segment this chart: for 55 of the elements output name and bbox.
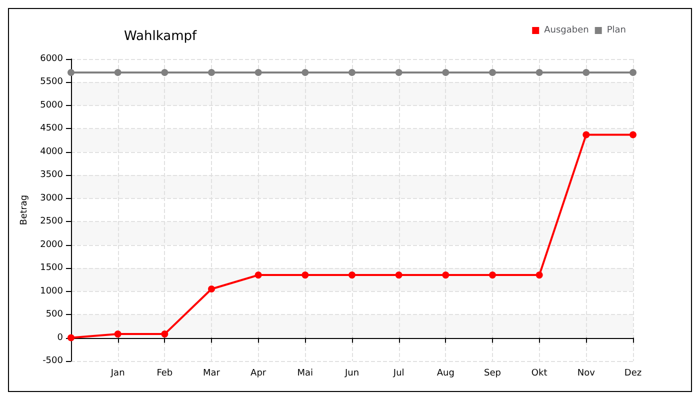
point bbox=[395, 68, 402, 76]
point bbox=[489, 68, 496, 76]
point bbox=[348, 68, 356, 76]
point bbox=[348, 272, 356, 279]
y-tick-label: 1000 bbox=[40, 286, 64, 296]
legend-label: Ausgaben bbox=[544, 26, 589, 36]
point bbox=[395, 272, 402, 279]
x-tick-label: Jun bbox=[344, 368, 360, 378]
y-tick-label: 3000 bbox=[40, 193, 64, 204]
point bbox=[208, 285, 215, 292]
point bbox=[302, 272, 309, 279]
y-axis-title: Betrag bbox=[20, 194, 30, 226]
y-tick-label: 1500 bbox=[40, 263, 64, 274]
y-tick-label: 5500 bbox=[40, 77, 64, 88]
point bbox=[582, 68, 590, 76]
point bbox=[208, 68, 215, 76]
point bbox=[536, 68, 543, 76]
point bbox=[582, 131, 590, 138]
point bbox=[536, 272, 543, 279]
point bbox=[161, 68, 168, 76]
x-tick-label: Jan bbox=[110, 368, 125, 378]
y-tick-label: 4500 bbox=[40, 124, 64, 134]
x-tick-label: Okt bbox=[531, 368, 548, 378]
y-tick-label: 3500 bbox=[40, 170, 64, 180]
x-tick-label: Apr bbox=[250, 368, 266, 378]
y-tick-label: 5000 bbox=[40, 100, 64, 110]
x-tick-label: Mar bbox=[203, 368, 220, 378]
y-tick-label: 6000 bbox=[40, 54, 64, 64]
point bbox=[254, 272, 262, 279]
x-tick-label: Dez bbox=[624, 368, 642, 378]
chart-title: Wahlkampf bbox=[124, 29, 198, 44]
point bbox=[114, 330, 122, 338]
y-tick-label: 500 bbox=[46, 310, 64, 320]
x-tick-label: Aug bbox=[436, 368, 454, 378]
point bbox=[302, 68, 309, 76]
point bbox=[68, 68, 74, 76]
point bbox=[114, 68, 122, 76]
legend-label: Plan bbox=[606, 26, 626, 36]
y-tick-label: -500 bbox=[42, 356, 64, 366]
y-tick-label: 2500 bbox=[40, 216, 64, 227]
point bbox=[161, 330, 168, 338]
point bbox=[489, 272, 496, 279]
y-tick-label: 0 bbox=[57, 332, 64, 343]
point bbox=[254, 68, 262, 76]
point bbox=[630, 68, 636, 76]
y-tick-label: 4000 bbox=[40, 146, 64, 157]
x-tick-label: Jul bbox=[392, 368, 404, 378]
x-tick-label: Sep bbox=[484, 368, 502, 378]
point bbox=[630, 131, 636, 138]
y-tick-label: 2000 bbox=[40, 240, 64, 250]
point bbox=[442, 68, 450, 76]
point bbox=[442, 272, 450, 279]
x-tick-label: Nov bbox=[577, 368, 596, 378]
x-tick-label: Feb bbox=[156, 368, 173, 378]
x-tick-label: Mai bbox=[297, 368, 314, 378]
